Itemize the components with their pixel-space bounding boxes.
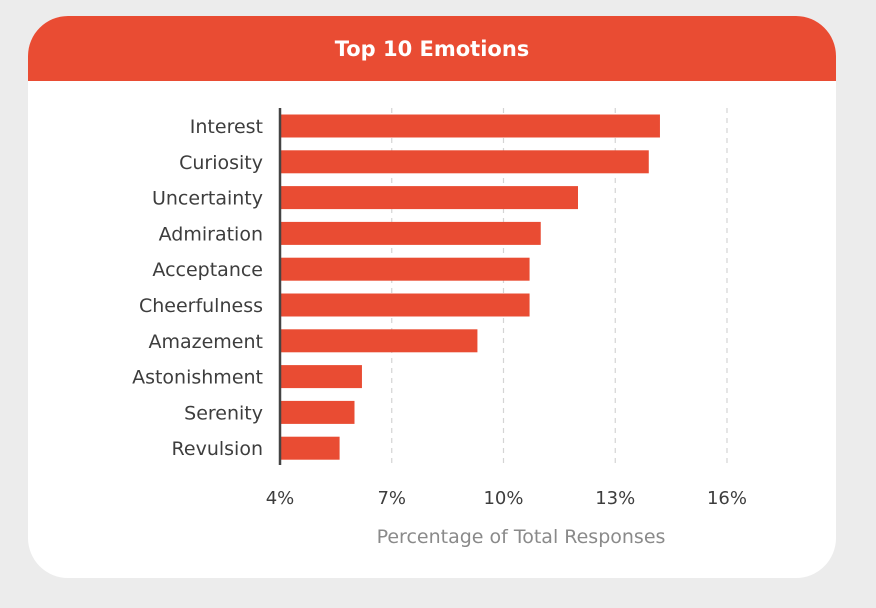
category-label: Acceptance — [152, 259, 263, 281]
category-label: Serenity — [184, 402, 263, 424]
bar-uncertainty — [280, 186, 578, 210]
x-tick-label: 4% — [266, 488, 295, 509]
category-label: Interest — [190, 116, 263, 138]
category-label: Revulsion — [172, 438, 263, 460]
category-label: Astonishment — [132, 367, 263, 389]
bar-astonishment — [280, 365, 362, 389]
x-tick-label: 10% — [483, 488, 523, 509]
x-tick-label: 16% — [707, 488, 747, 509]
bar-curiosity — [280, 150, 649, 174]
bar-serenity — [280, 400, 355, 424]
bar-interest — [280, 114, 660, 138]
bar-admiration — [280, 221, 541, 245]
category-label: Amazement — [148, 331, 263, 353]
x-tick-label: 13% — [595, 488, 635, 509]
bar-revulsion — [280, 436, 340, 460]
x-tick-label: 7% — [377, 488, 406, 509]
chart-title: Top 10 Emotions — [334, 36, 530, 61]
bar-cheerfulness — [280, 293, 530, 317]
category-label: Admiration — [159, 223, 263, 245]
category-label: Curiosity — [179, 152, 263, 174]
chart-header: Top 10 Emotions — [28, 16, 836, 81]
bars — [280, 114, 660, 460]
category-label: Uncertainty — [152, 188, 263, 210]
bar-amazement — [280, 329, 478, 353]
x-axis-title: Percentage of Total Responses — [377, 526, 666, 548]
x-tick-labels: 4% 7% 10% 13% 16% — [266, 488, 747, 509]
category-label: Cheerfulness — [139, 295, 263, 317]
category-labels: Interest Curiosity Uncertainty Admiration Ac… — [132, 116, 263, 460]
bar-acceptance — [280, 257, 530, 281]
chart-card: Top 10 Emotions — [28, 16, 836, 578]
